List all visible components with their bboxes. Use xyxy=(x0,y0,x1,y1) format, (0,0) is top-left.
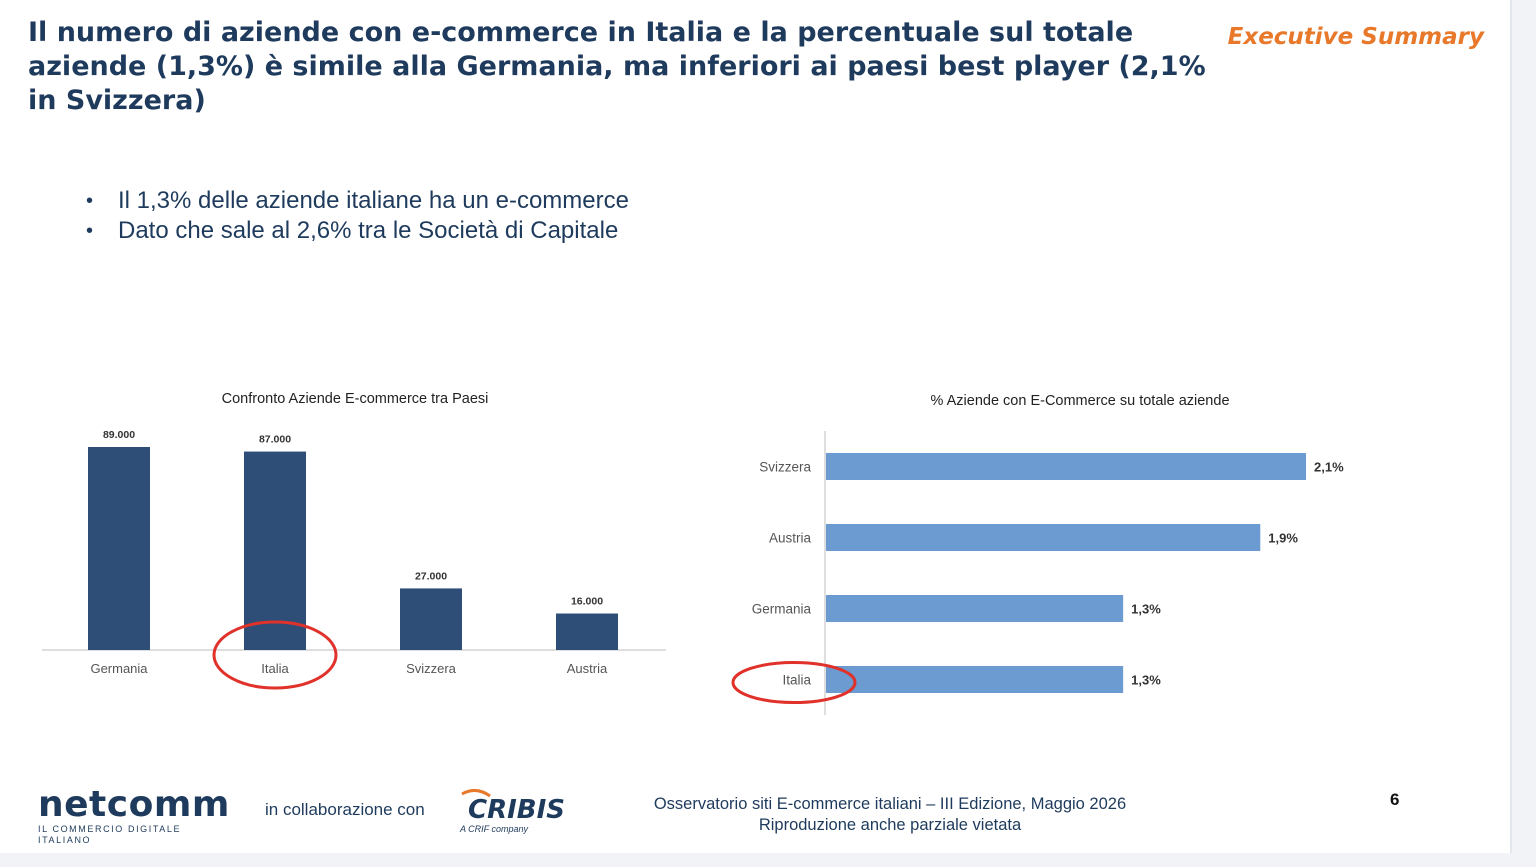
category-label: Italia xyxy=(261,661,289,676)
bullet-text: Il 1,3% delle aziende italiane ha un e-c… xyxy=(118,187,629,214)
logo-swoosh-icon xyxy=(461,789,491,798)
partner-logo-word: CRIBIS xyxy=(468,795,565,825)
highlight-ring xyxy=(731,661,857,704)
bar xyxy=(244,451,306,650)
companies-bar-chart-svg: 89.000 Germania 87.000 Italia 27.000 Svizzera… xyxy=(42,429,666,690)
category-label: Austria xyxy=(769,531,812,546)
bar xyxy=(826,595,1124,622)
data-label: 87.000 xyxy=(259,434,291,446)
category-label: Austria xyxy=(567,661,608,676)
bullet-dot-icon: • xyxy=(86,190,94,212)
data-label: 1,3% xyxy=(1131,673,1161,688)
bar xyxy=(400,588,462,650)
data-label: 27.000 xyxy=(415,570,447,582)
category-label: Germania xyxy=(90,661,148,676)
partner-tagline: A CRIF company xyxy=(459,824,529,834)
slide-edge xyxy=(1510,0,1512,853)
page-title: Il numero di aziende con e-commerce in I… xyxy=(28,17,1206,116)
bar xyxy=(826,453,1306,480)
collab-text: in collaborazione con xyxy=(265,800,425,819)
percentage-bar-chart-svg: 2,1% Svizzera 1,9% Austria 1,3% Germania 1,3% I… xyxy=(731,431,1344,715)
bullet-item: • Il 1,3% delle aziende italiane ha un e-… xyxy=(86,186,629,216)
data-label: 2,1% xyxy=(1314,460,1344,475)
footer-note: Osservatorio siti E-commerce italiani – … xyxy=(620,794,1160,836)
percentage-bar-chart: % Aziende con E-Commerce su totale azien… xyxy=(730,385,1430,720)
bullet-list: • Il 1,3% delle aziende italiane ha un e-… xyxy=(86,186,629,246)
bar xyxy=(88,447,150,650)
bar xyxy=(826,524,1261,551)
category-label: Germania xyxy=(752,602,812,617)
netcomm-logo: netcomm IL COMMERCIO DIGITALE ITALIANO xyxy=(38,784,238,846)
bar xyxy=(556,613,618,650)
page-number: 6 xyxy=(1390,790,1400,809)
chart-title: % Aziende con E-Commerce su totale azien… xyxy=(930,393,1230,409)
companies-bar-chart: Confronto Aziende E-commerce tra Paesi 8… xyxy=(40,385,670,705)
cribis-logo-svg: CRIBIS A CRIF company xyxy=(459,789,565,834)
logo-word: netcomm xyxy=(38,784,230,825)
chart-title: Confronto Aziende E-commerce tra Paesi xyxy=(221,391,489,407)
data-label: 16.000 xyxy=(571,596,603,608)
cribis-logo: CRIBIS A CRIF company xyxy=(456,788,596,836)
bullet-item: • Dato che sale al 2,6% tra le Società di… xyxy=(86,216,629,246)
footer-note-line: Riproduzione anche parziale vietata xyxy=(758,816,1022,834)
slide: Il numero di aziende con e-commerce in I… xyxy=(0,0,1510,853)
section-tag: Executive Summary xyxy=(1227,24,1484,50)
data-label: 1,3% xyxy=(1131,602,1161,617)
footer-note-line: Osservatorio siti E-commerce italiani – … xyxy=(653,795,1127,813)
bullet-dot-icon: • xyxy=(86,220,94,242)
highlight-ring xyxy=(212,620,338,690)
bullet-text: Dato che sale al 2,6% tra le Società di … xyxy=(118,217,619,244)
category-label: Italia xyxy=(782,673,811,688)
logo-tagline: IL COMMERCIO DIGITALE ITALIANO xyxy=(38,824,182,845)
data-label: 1,9% xyxy=(1268,531,1298,546)
data-label: 89.000 xyxy=(103,429,135,441)
category-label: Svizzera xyxy=(406,661,457,676)
category-label: Svizzera xyxy=(759,460,811,475)
bar xyxy=(826,666,1124,693)
